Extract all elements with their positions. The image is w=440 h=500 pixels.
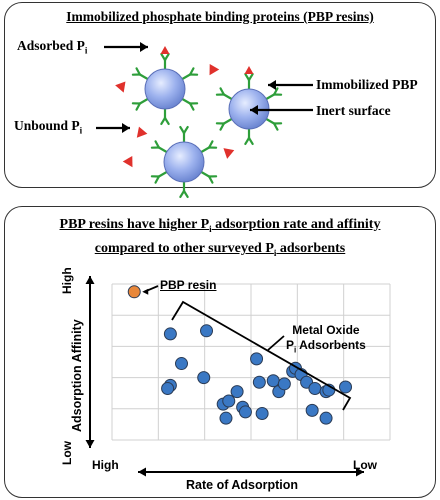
metal-oxide-point — [231, 386, 243, 398]
pbp-resin-point — [128, 286, 140, 298]
y-tick-high: High — [60, 264, 74, 294]
y-axis-arrow — [86, 276, 95, 448]
metal-oxide-point — [162, 383, 174, 395]
x-axis-arrow — [138, 468, 364, 477]
metal-oxide-line2b: Adsorbents — [296, 338, 366, 352]
chart-axes — [86, 276, 365, 477]
metal-oxide-point — [220, 412, 232, 424]
metal-oxide-line2a: P — [286, 338, 294, 352]
metal-oxide-point — [320, 412, 332, 424]
metal-oxide-point — [306, 404, 318, 416]
metal-oxide-line1: Metal Oxide — [292, 323, 359, 337]
x-tick-high: High — [92, 458, 119, 472]
metal-oxide-point — [267, 375, 279, 387]
metal-oxide-label: Metal Oxide Pi Adsorbents — [286, 323, 366, 357]
y-axis-label: Adsorption Affinity — [70, 319, 84, 432]
x-tick-low: Low — [353, 458, 377, 472]
metal-oxide-point — [256, 407, 268, 419]
metal-oxide-point — [278, 378, 290, 390]
metal-oxide-point — [251, 353, 263, 365]
pbp-resin-label: PBP resin — [160, 278, 216, 292]
metal-oxide-point — [223, 395, 235, 407]
metal-oxide-point — [239, 406, 251, 418]
metal-oxide-point — [164, 328, 176, 340]
metal-oxide-point — [198, 372, 210, 384]
metal-oxide-bracket-tick — [268, 336, 284, 350]
metal-oxide-point — [201, 325, 213, 337]
pbp-resin-arrow-icon — [142, 286, 158, 295]
y-tick-low: Low — [60, 441, 74, 465]
metal-oxide-point — [176, 358, 188, 370]
metal-oxide-point — [253, 376, 265, 388]
metal-oxide-point — [340, 381, 352, 393]
metal-oxide-point — [309, 383, 321, 395]
x-axis-label: Rate of Adsorption — [186, 478, 298, 492]
